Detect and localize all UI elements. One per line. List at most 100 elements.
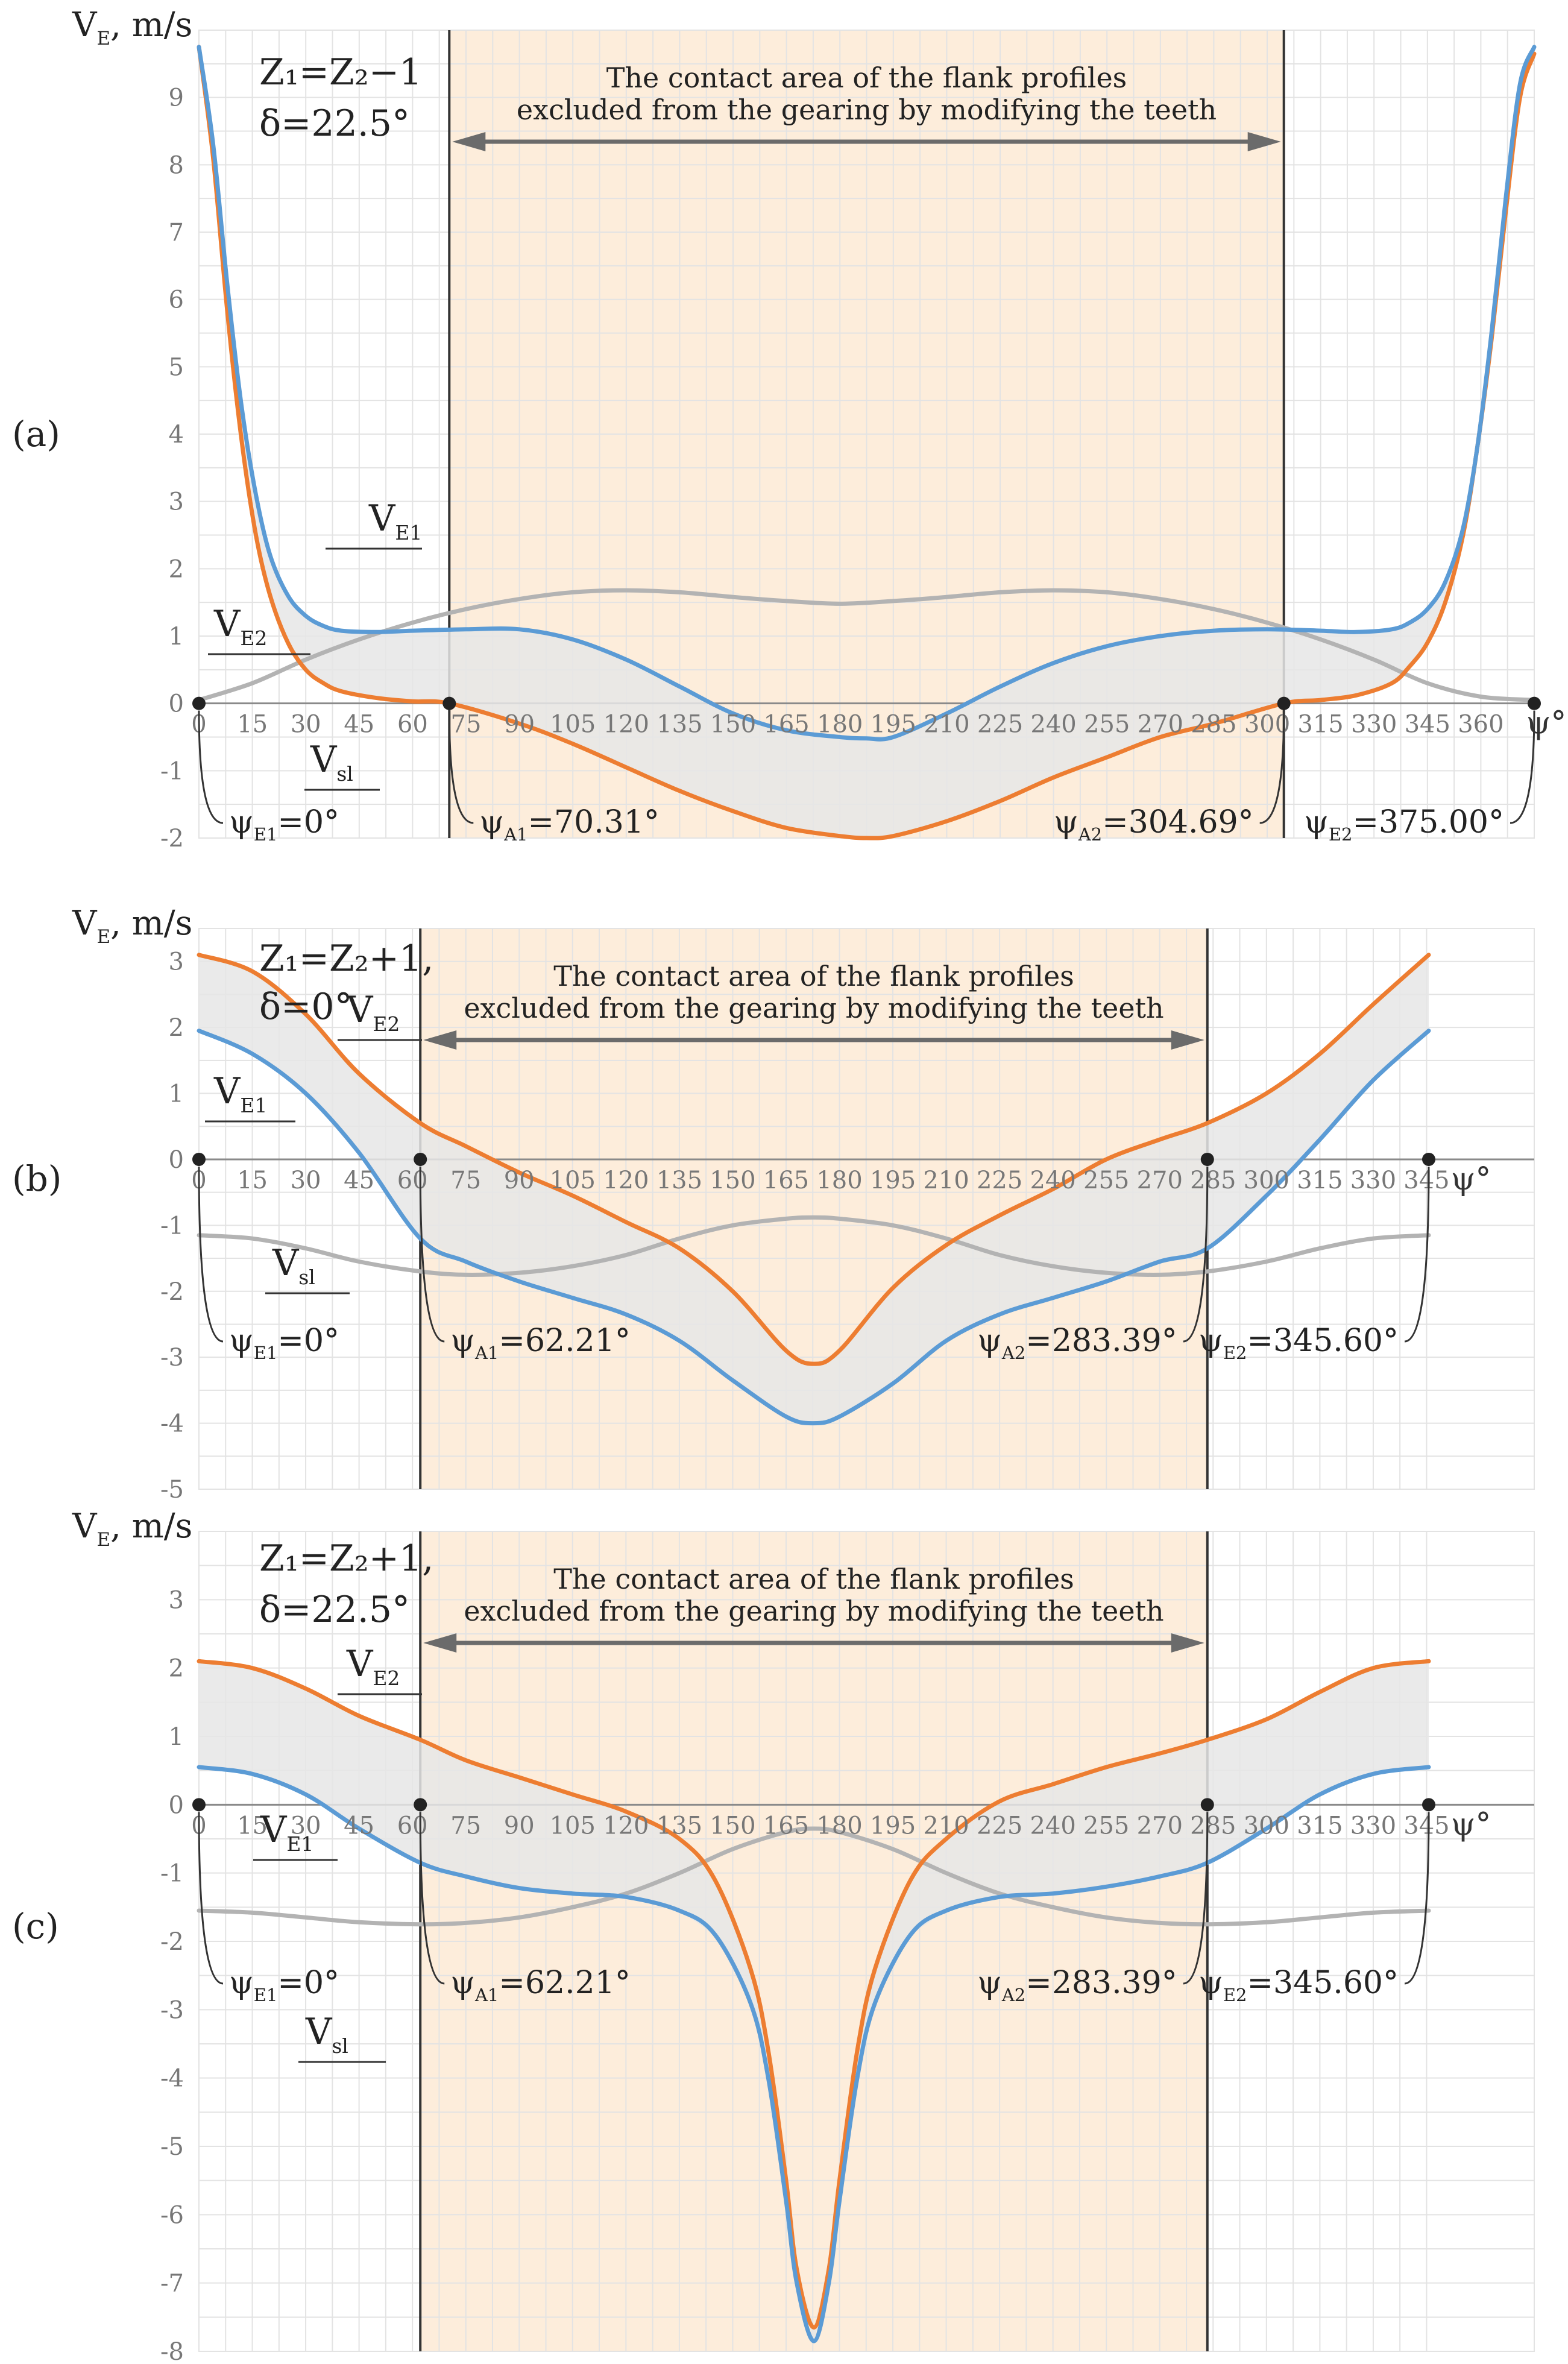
y-tick-label: -4 <box>160 1410 184 1438</box>
param-gear-ratio: Z₁=Z₂+1, <box>259 1537 433 1580</box>
marker-dot <box>414 1798 427 1812</box>
annotation-arrow-left-head <box>423 1633 457 1653</box>
marker-leader <box>198 710 224 824</box>
marker-label: ψE2=375.00° <box>1304 804 1504 845</box>
annotation-line-2: excluded from the gearing by modifying t… <box>464 992 1163 1024</box>
marker-e1: ψE1=0° <box>192 1152 339 1363</box>
y-tick-label: 2 <box>169 1014 184 1042</box>
x-tick-label: 285 <box>1190 1812 1236 1839</box>
x-tick-label: 75 <box>450 1812 481 1839</box>
label-v-sl: Vsl <box>304 739 380 791</box>
label-v-e2: VE2 <box>208 603 310 655</box>
param-gear-ratio: Z₁=Z₂+1, <box>259 938 433 980</box>
x-tick-label: 105 <box>550 1812 596 1839</box>
label-v-e2: VE2 <box>338 989 422 1041</box>
marker-dot <box>442 696 456 710</box>
marker-dot <box>1422 1798 1435 1812</box>
x-tick-label: 270 <box>1137 1812 1183 1839</box>
x-tick-label: 345 <box>1403 1812 1449 1839</box>
marker-dot <box>192 696 206 710</box>
param-delta: δ=22.5° <box>259 102 410 145</box>
marker-label: ψA1=70.31° <box>479 804 660 845</box>
x-tick-label: 180 <box>816 1812 862 1839</box>
x-tick-label: 195 <box>871 711 916 739</box>
x-tick-label: 150 <box>710 1167 755 1194</box>
x-tick-labels: 0 15 30 45 60 75 90 105 120 135 150 165 180 195 210 225… <box>191 1167 1449 1194</box>
x-tick-label: 165 <box>763 1812 809 1839</box>
panel-c: 0 15 30 45 60 75 90 105 120 135 150 165 180 195 210 225… <box>12 1507 1535 2364</box>
marker-label: ψA2=304.69° <box>1054 804 1254 845</box>
y-tick-label: -1 <box>160 1860 184 1888</box>
label-v-e2: VE2 <box>338 1643 422 1695</box>
label-v-sl: Vsl <box>265 1242 350 1294</box>
curve-label-text: VE1 <box>260 1809 313 1856</box>
y-tick-labels: -2 -1 0 1 2 3 4 5 6 7 8 9 <box>160 84 184 853</box>
annotation-line-1: The contact area of the flank profiles <box>553 1563 1074 1595</box>
x-tick-label: 345 <box>1403 1167 1449 1194</box>
velocity-difference-fill <box>199 46 1534 838</box>
y-tick-label: 1 <box>169 1080 184 1108</box>
marker-leader <box>1259 710 1285 824</box>
annotation-arrow-right-head <box>1171 1030 1204 1050</box>
velocity-difference-fill <box>199 954 1429 1423</box>
x-tick-label: 30 <box>291 1812 321 1839</box>
x-tick-label: 135 <box>656 1167 702 1194</box>
param-delta: δ=22.5° <box>259 1589 410 1631</box>
marker-leader <box>1510 710 1535 824</box>
y-tick-label: 7 <box>169 219 184 247</box>
x-tick-label: 210 <box>923 1167 969 1194</box>
marker-label: ψA1=62.21° <box>450 1323 631 1363</box>
label-v-e1: VE1 <box>326 497 422 550</box>
x-tick-label: 225 <box>977 1167 1022 1194</box>
x-tick-label: 195 <box>870 1167 916 1194</box>
x-tick-label: 195 <box>870 1812 916 1839</box>
x-tick-label: 270 <box>1137 1167 1183 1194</box>
marker-label: ψE1=0° <box>229 804 339 845</box>
annotation-line-1: The contact area of the flank profiles <box>606 61 1127 94</box>
x-tick-label: 60 <box>397 1167 428 1194</box>
x-tick-label: 240 <box>1030 1812 1075 1839</box>
x-tick-label: 75 <box>450 1167 481 1194</box>
x-axis-label: ψ° <box>1451 1161 1491 1197</box>
y-tick-label: 4 <box>169 421 184 449</box>
x-tick-label: 75 <box>451 711 482 739</box>
x-tick-label: 180 <box>817 711 863 739</box>
x-tick-label: 315 <box>1297 1167 1343 1194</box>
marker-label: ψA2=283.39° <box>977 1965 1177 2005</box>
x-tick-label: 330 <box>1351 711 1397 739</box>
marker-label: ψE1=0° <box>229 1965 339 2005</box>
x-tick-label: 120 <box>603 1167 649 1194</box>
marker-dot <box>1200 1798 1214 1812</box>
marker-dot <box>192 1798 206 1812</box>
curve-label-text: Vsl <box>272 1242 315 1289</box>
x-tick-label: 105 <box>550 1167 596 1194</box>
annotation-line-2: excluded from the gearing by modifying t… <box>464 1595 1163 1627</box>
x-axis-label: ψ° <box>1526 705 1567 742</box>
x-tick-label: 285 <box>1191 711 1236 739</box>
y-tick-label: -3 <box>160 1996 184 2024</box>
param-delta: δ=0° <box>259 986 353 1028</box>
y-tick-label: 6 <box>169 286 184 314</box>
y-tick-labels: -5 -4 -3 -2 -1 0 1 2 3 <box>160 948 184 1504</box>
curve-label-text: Vsl <box>310 739 353 786</box>
y-tick-label: 2 <box>169 1655 184 1683</box>
x-tick-label: 210 <box>923 1812 969 1839</box>
series-v-sl <box>197 1215 1431 1277</box>
marker-label: ψA2=283.39° <box>977 1323 1177 1363</box>
x-tick-labels: 0 15 30 45 60 75 90 105 120 135 150 165 180 195 210 225… <box>191 711 1503 739</box>
y-tick-label: -1 <box>160 757 184 785</box>
marker-e2: ψE2=345.60° <box>1198 1798 1435 2005</box>
x-tick-label: 135 <box>656 711 702 739</box>
marker-leader <box>1183 1166 1209 1343</box>
x-tick-label: 45 <box>344 1812 374 1839</box>
x-tick-label: 270 <box>1138 711 1183 739</box>
curve-label-text: Vsl <box>305 2011 348 2058</box>
marker-a1: ψA1=70.31° <box>442 696 660 845</box>
x-tick-label: 60 <box>397 711 428 739</box>
y-tick-label: 0 <box>169 690 184 718</box>
x-tick-label: 15 <box>237 1167 268 1194</box>
x-axis-label: ψ° <box>1451 1806 1491 1842</box>
x-tick-label: 150 <box>710 1812 755 1839</box>
x-tick-label: 240 <box>1030 1167 1075 1194</box>
marker-label: ψE2=345.60° <box>1198 1965 1399 2005</box>
